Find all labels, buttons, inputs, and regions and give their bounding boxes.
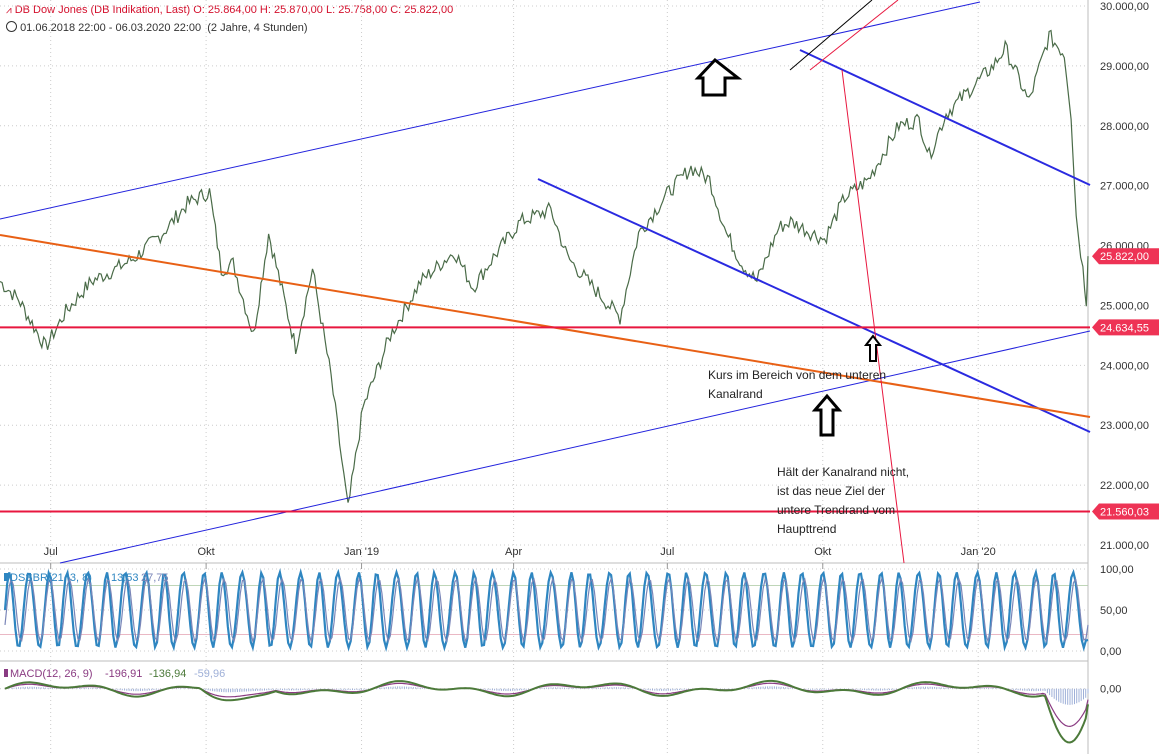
dssbr-y-axis: 100,00 50,00 0,00 [1100,564,1134,658]
price-y-tick-label: 30.000,00 [1100,1,1149,13]
support-level-badge: 24.634,55 [1092,319,1159,336]
price-y-tick-label: 23.000,00 [1100,420,1149,432]
dssbr-y-tick-label: 100,00 [1100,564,1134,576]
macd-legend-value-3: -59,96 [194,668,225,680]
red-drop-line [841,69,905,564]
dssbr-legend-swatch [4,573,8,581]
red-top-line [809,0,899,71]
dssbr-legend-label[interactable]: DSSBR(21, 3, 8) [10,572,92,584]
price-y-tick-label: 27.000,00 [1100,181,1149,193]
period-row: 01.06.2018 22:00 - 06.03.2020 22:00 (2 J… [6,21,308,34]
note-target-line2: ist das neue Ziel der [777,484,885,498]
x-tick-label: Apr [505,546,522,558]
lower-trend-line [537,178,1091,433]
price-y-tick-label: 24.000,00 [1100,360,1149,372]
note-channel-line2: Kanalrand [708,387,763,401]
macd-line [4,679,1089,744]
clock-icon [6,21,17,32]
up-arrow-upper-channel [694,57,743,97]
orange-trend-line [0,234,1091,418]
macd-legend-swatch [4,669,8,677]
instrument-name[interactable]: DB Dow Jones (DB Indikation, Last) [14,4,191,16]
price-y-tick-label: 21.000,00 [1100,540,1149,552]
x-tick-label: Okt [814,546,831,558]
macd-legend-label[interactable]: MACD(12, 26, 9) [10,668,93,680]
note-channel-line1: Kurs im Bereich von dem unteren [708,368,886,382]
note-target-line1: Hält der Kanalrand nicht, [777,465,909,479]
dssbr-legend-value-1: 13,53 [111,572,139,584]
dssbr-y-tick-label: 0,00 [1100,646,1121,658]
price-y-axis: 30.000,0029.000,0028.000,0027.000,0026.0… [1100,1,1149,552]
period-text[interactable]: 01.06.2018 22:00 - 06.03.2020 22:00 [20,22,202,34]
x-tick-label: Jan '20 [961,546,996,558]
price-line [0,29,1089,503]
price-grid [0,0,1088,754]
price-y-tick-label: 29.000,00 [1100,61,1149,73]
lower-channel-line [59,330,1091,564]
dssbr-legend: DSSBR(21, 3, 8) 13,53 27,75 [4,572,169,584]
last-price-badge: 25.822,00 [1092,248,1159,265]
macd-signal-line [4,682,1089,728]
dssbr-y-tick-label: 50,00 [1100,605,1128,617]
x-tick-label: Okt [198,546,215,558]
low-value: L: 25.758,00 [325,4,388,16]
up-arrow-lower-channel [811,393,843,437]
macd-legend-value-1: -196,91 [105,668,142,680]
up-arrow-small [863,334,883,362]
major-support-badge-text: 21.560,03 [1100,506,1149,518]
macd-legend: MACD(12, 26, 9) -196,91 -136,94 -59,96 [4,668,225,680]
support-level-badge-text: 24.634,55 [1100,322,1149,334]
x-tick-label: Jul [660,546,674,558]
macd-legend-value-2: -136,94 [149,668,186,680]
instrument-icon: ⩘ [6,5,12,16]
upper-channel-line [0,1,981,220]
last-price-badge-text: 25.822,00 [1100,251,1149,263]
price-y-tick-label: 25.000,00 [1100,300,1149,312]
note-target-line3: untere Trendrand vom [777,503,895,517]
black-trend-line [789,0,873,71]
price-y-tick-label: 22.000,00 [1100,480,1149,492]
macd-y-axis: 0,00 [1100,684,1121,696]
dssbr-signal-line [4,576,1089,644]
high-value: H: 25.870,00 [259,4,323,16]
x-tick-label: Jan '19 [344,546,379,558]
chart-header: ⩘ DB Dow Jones (DB Indikation, Last) O: … [6,4,453,16]
interval-text: (2 Jahre, 4 Stunden) [207,22,308,34]
upper-trend-line [799,49,1091,186]
macd-y-tick-label: 0,00 [1100,684,1121,696]
major-support-badge: 21.560,03 [1092,503,1159,520]
x-axis: Jul Okt Jan '19 Apr Jul Okt Jan '20 [44,546,996,569]
open-value: O: 25.864,00 [193,4,257,16]
price-y-tick-label: 28.000,00 [1100,121,1149,133]
x-tick-label: Jul [44,546,58,558]
close-value: C: 25.822,00 [390,4,454,16]
dssbr-legend-value-2: 27,75 [141,572,169,584]
note-target-line4: Haupttrend [777,522,836,536]
